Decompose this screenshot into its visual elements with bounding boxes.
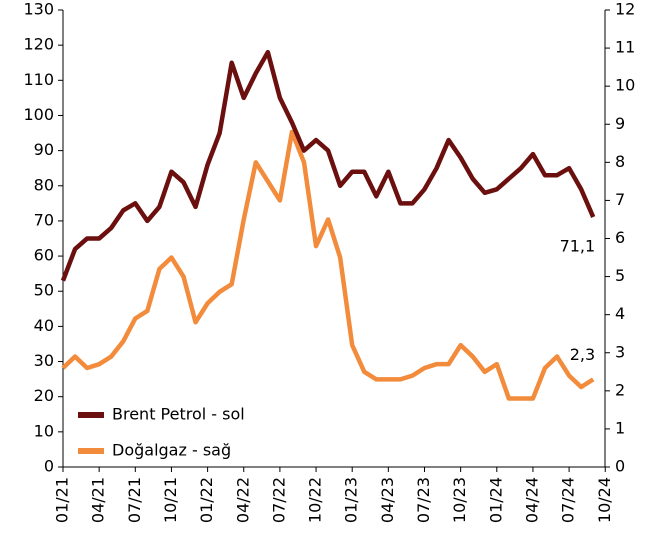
series-line <box>61 129 595 401</box>
y-tick-label: 80 <box>34 175 54 194</box>
y2-tick-label: 2 <box>615 380 625 399</box>
x-tick-label: 01/24 <box>486 477 505 523</box>
y-tick-label: 0 <box>44 457 54 476</box>
y-tick-label: 70 <box>34 210 54 229</box>
x-tick-label: 10/24 <box>595 477 614 523</box>
y2-tick-label: 7 <box>615 190 625 209</box>
value-label: 2,3 <box>570 345 595 364</box>
x-tick-label: 01/21 <box>53 477 72 523</box>
x-tick-label: 04/23 <box>378 477 397 523</box>
legend-label: Doğalgaz - sağ <box>112 441 231 460</box>
y-tick-label: 90 <box>34 140 54 159</box>
legend-label: Brent Petrol - sol <box>112 405 245 424</box>
y-tick-label: 30 <box>34 351 54 370</box>
x-tick-label: 07/23 <box>414 477 433 523</box>
y2-tick-label: 1 <box>615 418 625 437</box>
y2-tick-label: 8 <box>615 152 625 171</box>
y2-tick-label: 9 <box>615 114 625 133</box>
y2-tick-label: 5 <box>615 266 625 285</box>
x-tick-label: 04/24 <box>522 477 541 523</box>
y-tick-label: 130 <box>23 0 54 19</box>
x-tick-label: 07/24 <box>559 477 578 523</box>
y-tick-label: 120 <box>23 35 54 54</box>
y-tick-label: 20 <box>34 386 54 405</box>
y2-tick-label: 0 <box>615 457 625 476</box>
x-tick-label: 10/22 <box>306 477 325 523</box>
x-tick-label: 10/21 <box>161 477 180 523</box>
y-tick-label: 40 <box>34 316 54 335</box>
y-tick-label: 100 <box>23 105 54 124</box>
y2-tick-label: 6 <box>615 228 625 247</box>
y2-tick-label: 4 <box>615 304 625 323</box>
x-tick-label: 01/23 <box>342 477 361 523</box>
x-tick-label: 01/22 <box>197 477 216 523</box>
series-line <box>60 49 596 282</box>
y2-tick-label: 11 <box>615 38 635 57</box>
x-tick-label: 07/21 <box>125 477 144 523</box>
y-tick-label: 60 <box>34 246 54 265</box>
y2-tick-label: 10 <box>615 76 635 95</box>
x-tick-label: 04/22 <box>233 477 252 523</box>
x-tick-label: 04/21 <box>89 477 108 523</box>
x-tick-label: 07/22 <box>269 477 288 523</box>
y-tick-label: 10 <box>34 421 54 440</box>
y-tick-label: 110 <box>23 70 54 89</box>
y-tick-label: 50 <box>34 281 54 300</box>
y2-tick-label: 12 <box>615 0 635 19</box>
y2-tick-label: 3 <box>615 342 625 361</box>
value-label: 71,1 <box>560 237 596 256</box>
x-tick-label: 10/23 <box>450 477 469 523</box>
